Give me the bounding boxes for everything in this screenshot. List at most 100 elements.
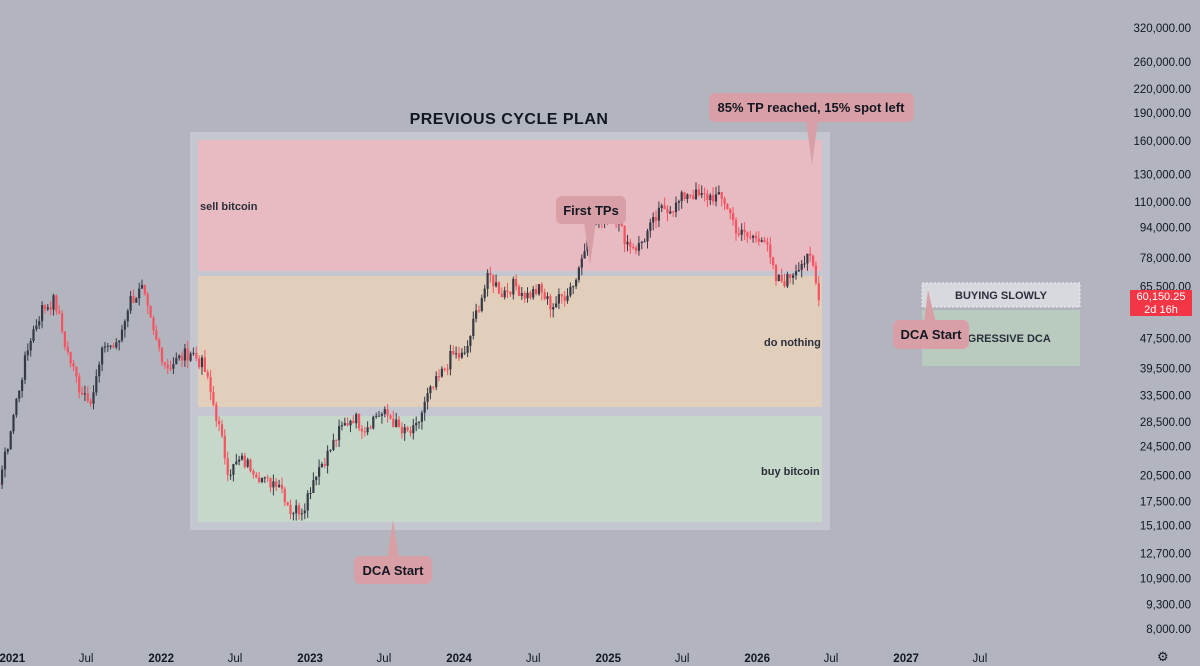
candle — [709, 193, 712, 205]
candle-body — [69, 352, 72, 364]
zone-hold — [198, 276, 822, 407]
x-tick-label: Jul — [973, 653, 988, 665]
candle — [86, 385, 89, 403]
candle-body — [566, 295, 569, 301]
candle — [812, 254, 815, 268]
candle-body — [760, 240, 763, 242]
candle — [792, 273, 795, 285]
x-tick-label: Jul — [824, 653, 839, 665]
candle — [477, 305, 481, 313]
candle — [123, 319, 126, 338]
candle — [777, 274, 780, 282]
candle — [677, 199, 680, 211]
candle — [340, 421, 343, 431]
candle — [583, 243, 586, 259]
candle — [660, 203, 663, 213]
candle-body — [700, 193, 703, 195]
candle-body — [520, 293, 523, 296]
candle — [295, 499, 298, 521]
candle-body — [672, 211, 675, 213]
x-axis[interactable]: Jul 2021 Jul 2022 Jul 2023 Jul 2024 Jul 2025 Jul 20… — [0, 653, 987, 665]
candle — [506, 283, 509, 299]
candle — [646, 228, 649, 249]
candle — [426, 387, 429, 410]
candle — [112, 342, 115, 349]
candle — [312, 472, 315, 493]
candle — [566, 288, 569, 304]
y-tick-label: 20,500.00 — [1140, 471, 1191, 483]
candle-body — [417, 421, 421, 423]
candle-body — [683, 192, 686, 199]
candle — [81, 386, 84, 396]
candle — [226, 451, 229, 482]
candle — [280, 477, 284, 494]
candle — [806, 253, 809, 271]
candle-body — [452, 351, 455, 355]
callout-first-tps-text: First TPs — [563, 203, 619, 218]
candle-body — [569, 286, 572, 296]
candle — [512, 276, 515, 300]
candle — [18, 390, 21, 403]
candle — [629, 238, 632, 254]
candle-body — [552, 307, 555, 310]
candle-body — [143, 284, 146, 295]
candle — [358, 413, 361, 432]
candle-body — [786, 274, 789, 287]
candle-body — [326, 450, 329, 466]
candle-body — [497, 282, 501, 294]
candle — [155, 325, 158, 341]
candle-body — [780, 274, 783, 282]
y-tick-label: 94,000.00 — [1140, 223, 1191, 235]
y-tick-label: 260,000.00 — [1133, 57, 1191, 69]
candle-body — [763, 240, 766, 243]
candle-body — [557, 294, 560, 304]
candle — [674, 196, 678, 218]
candle-body — [629, 241, 632, 248]
candle-body — [774, 265, 778, 281]
callout-first-tps: First TPs — [556, 196, 626, 265]
candle-body — [500, 293, 503, 298]
callout-dca-start-2022: DCA Start — [354, 520, 432, 584]
candle — [101, 346, 104, 372]
candle-body — [149, 305, 152, 318]
candle — [397, 416, 401, 428]
settings-gear-icon[interactable]: ⚙ — [1157, 649, 1169, 664]
candle-body — [212, 392, 215, 405]
y-axis[interactable]: 320,000.00 260,000.00 220,000.00 190,000.00… — [1133, 23, 1191, 636]
candle-body — [689, 194, 692, 196]
candle-body — [155, 330, 158, 340]
candle-body — [437, 376, 441, 378]
candle — [292, 511, 295, 521]
candle-body — [35, 325, 38, 330]
candle — [377, 411, 381, 417]
candle — [106, 343, 109, 352]
candle-body — [169, 368, 172, 370]
candle — [392, 410, 395, 428]
candle-body — [98, 364, 101, 377]
candle — [266, 474, 269, 483]
candle-body — [6, 449, 9, 452]
candle-body — [460, 352, 463, 358]
candle — [41, 301, 44, 329]
candle — [89, 398, 92, 407]
candle — [532, 286, 535, 300]
candle — [523, 291, 526, 303]
candle-body — [235, 461, 238, 465]
candle-body — [158, 339, 161, 348]
candle-body — [81, 392, 84, 395]
x-tick-label: Jul — [377, 653, 392, 665]
candle-body — [540, 284, 543, 293]
candle-body — [694, 189, 698, 200]
candle — [235, 453, 238, 466]
candle — [540, 282, 543, 301]
candle — [420, 410, 423, 430]
candle — [577, 266, 580, 283]
candle-body — [109, 345, 112, 347]
candle — [175, 352, 178, 365]
candle-body — [140, 284, 144, 289]
x-tick-label: Jul — [228, 653, 243, 665]
candle — [657, 201, 660, 228]
candle — [669, 206, 672, 215]
candle-body — [737, 233, 740, 235]
